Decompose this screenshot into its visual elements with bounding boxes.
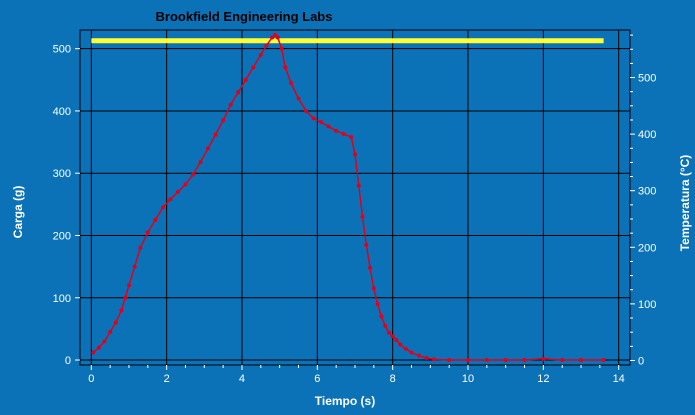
load-point bbox=[198, 160, 203, 165]
load-point bbox=[390, 334, 395, 339]
y2-tick-label: 0 bbox=[638, 355, 644, 367]
load-point bbox=[417, 353, 422, 358]
load-point bbox=[466, 358, 471, 363]
load-point bbox=[409, 350, 414, 355]
y2-tick-label: 200 bbox=[638, 242, 656, 254]
y2-axis-label: Temperatura (°C) bbox=[678, 155, 692, 252]
y-tick-label: 0 bbox=[65, 355, 71, 367]
load-point bbox=[213, 132, 218, 137]
y-axis-label: Carga (g) bbox=[11, 186, 25, 239]
load-point bbox=[168, 197, 173, 202]
load-point bbox=[138, 245, 143, 250]
y2-tick-label: 400 bbox=[638, 129, 656, 141]
load-point bbox=[119, 308, 124, 313]
load-point bbox=[398, 342, 403, 347]
y2-tick-label: 100 bbox=[638, 299, 656, 311]
y2-tick-label: 300 bbox=[638, 186, 656, 198]
load-point bbox=[379, 314, 384, 319]
load-point bbox=[283, 65, 288, 70]
load-point bbox=[228, 102, 233, 107]
load-point bbox=[601, 358, 606, 363]
x-tick-label: 12 bbox=[537, 373, 549, 385]
y-tick-label: 500 bbox=[53, 44, 71, 56]
x-axis-label: Tiempo (s) bbox=[315, 394, 375, 408]
y2-tick-label: 500 bbox=[638, 73, 656, 85]
load-point bbox=[541, 356, 546, 361]
load-point bbox=[360, 214, 365, 219]
load-point bbox=[123, 295, 128, 300]
load-point bbox=[132, 264, 137, 269]
plot-border bbox=[79, 29, 631, 366]
x-tick-label: 14 bbox=[613, 373, 625, 385]
load-point bbox=[160, 205, 165, 210]
load-point bbox=[522, 358, 527, 363]
load-point bbox=[447, 358, 452, 363]
load-point bbox=[334, 128, 339, 133]
plot-area bbox=[79, 29, 631, 366]
load-point bbox=[175, 189, 180, 194]
y-tick-label: 200 bbox=[53, 230, 71, 242]
load-point bbox=[326, 124, 331, 129]
load-point bbox=[288, 80, 293, 85]
load-point bbox=[145, 230, 150, 235]
load-point bbox=[108, 329, 113, 334]
load-point bbox=[126, 283, 131, 288]
load-point bbox=[311, 116, 316, 121]
load-point bbox=[102, 339, 107, 344]
load-point bbox=[251, 65, 256, 70]
load-point bbox=[304, 108, 309, 113]
load-point bbox=[364, 242, 369, 247]
x-tick-label: 2 bbox=[164, 373, 170, 385]
y-tick-label: 100 bbox=[53, 293, 71, 305]
load-point bbox=[221, 118, 226, 123]
load-point bbox=[356, 183, 361, 188]
load-point bbox=[183, 182, 188, 187]
load-point bbox=[341, 131, 346, 136]
load-point bbox=[153, 217, 158, 222]
x-tick-label: 10 bbox=[462, 373, 474, 385]
load-point bbox=[275, 35, 280, 40]
load-point bbox=[113, 320, 118, 325]
load-point bbox=[375, 301, 380, 306]
ticks: 0 2 4 6 8 10 12 14 0 100 200 300 400 500 0 100 200 300 400… bbox=[53, 34, 656, 385]
load-point bbox=[503, 358, 508, 363]
load-point bbox=[296, 96, 301, 101]
x-tick-label: 8 bbox=[390, 373, 396, 385]
load-point bbox=[258, 52, 263, 57]
load-point bbox=[349, 135, 354, 140]
load-point bbox=[270, 35, 275, 40]
y-tick-label: 300 bbox=[53, 168, 71, 180]
load-point bbox=[560, 358, 565, 363]
load-point bbox=[206, 146, 211, 151]
load-point bbox=[236, 90, 241, 95]
load-point bbox=[424, 356, 429, 361]
x-tick-label: 4 bbox=[239, 373, 245, 385]
load-point bbox=[383, 323, 388, 328]
load-point bbox=[394, 338, 399, 343]
load-point bbox=[403, 346, 408, 351]
load-point bbox=[91, 350, 96, 355]
load-point bbox=[191, 172, 196, 177]
load-point bbox=[484, 358, 489, 363]
load-point bbox=[432, 357, 437, 362]
x-tick-label: 0 bbox=[88, 373, 94, 385]
load-point bbox=[243, 77, 248, 82]
load-point bbox=[368, 265, 373, 270]
load-point bbox=[273, 32, 278, 37]
load-point bbox=[264, 43, 269, 48]
load-point bbox=[371, 286, 376, 291]
x-tick-label: 6 bbox=[314, 373, 320, 385]
load-point bbox=[96, 345, 101, 350]
load-point bbox=[319, 120, 324, 125]
load-point bbox=[353, 152, 357, 157]
y-tick-label: 400 bbox=[53, 106, 71, 118]
load-point bbox=[386, 330, 391, 335]
chart-title: Brookfield Engineering Labs bbox=[156, 9, 333, 24]
load-point bbox=[279, 46, 284, 51]
load-point bbox=[579, 358, 584, 363]
series bbox=[91, 32, 606, 363]
